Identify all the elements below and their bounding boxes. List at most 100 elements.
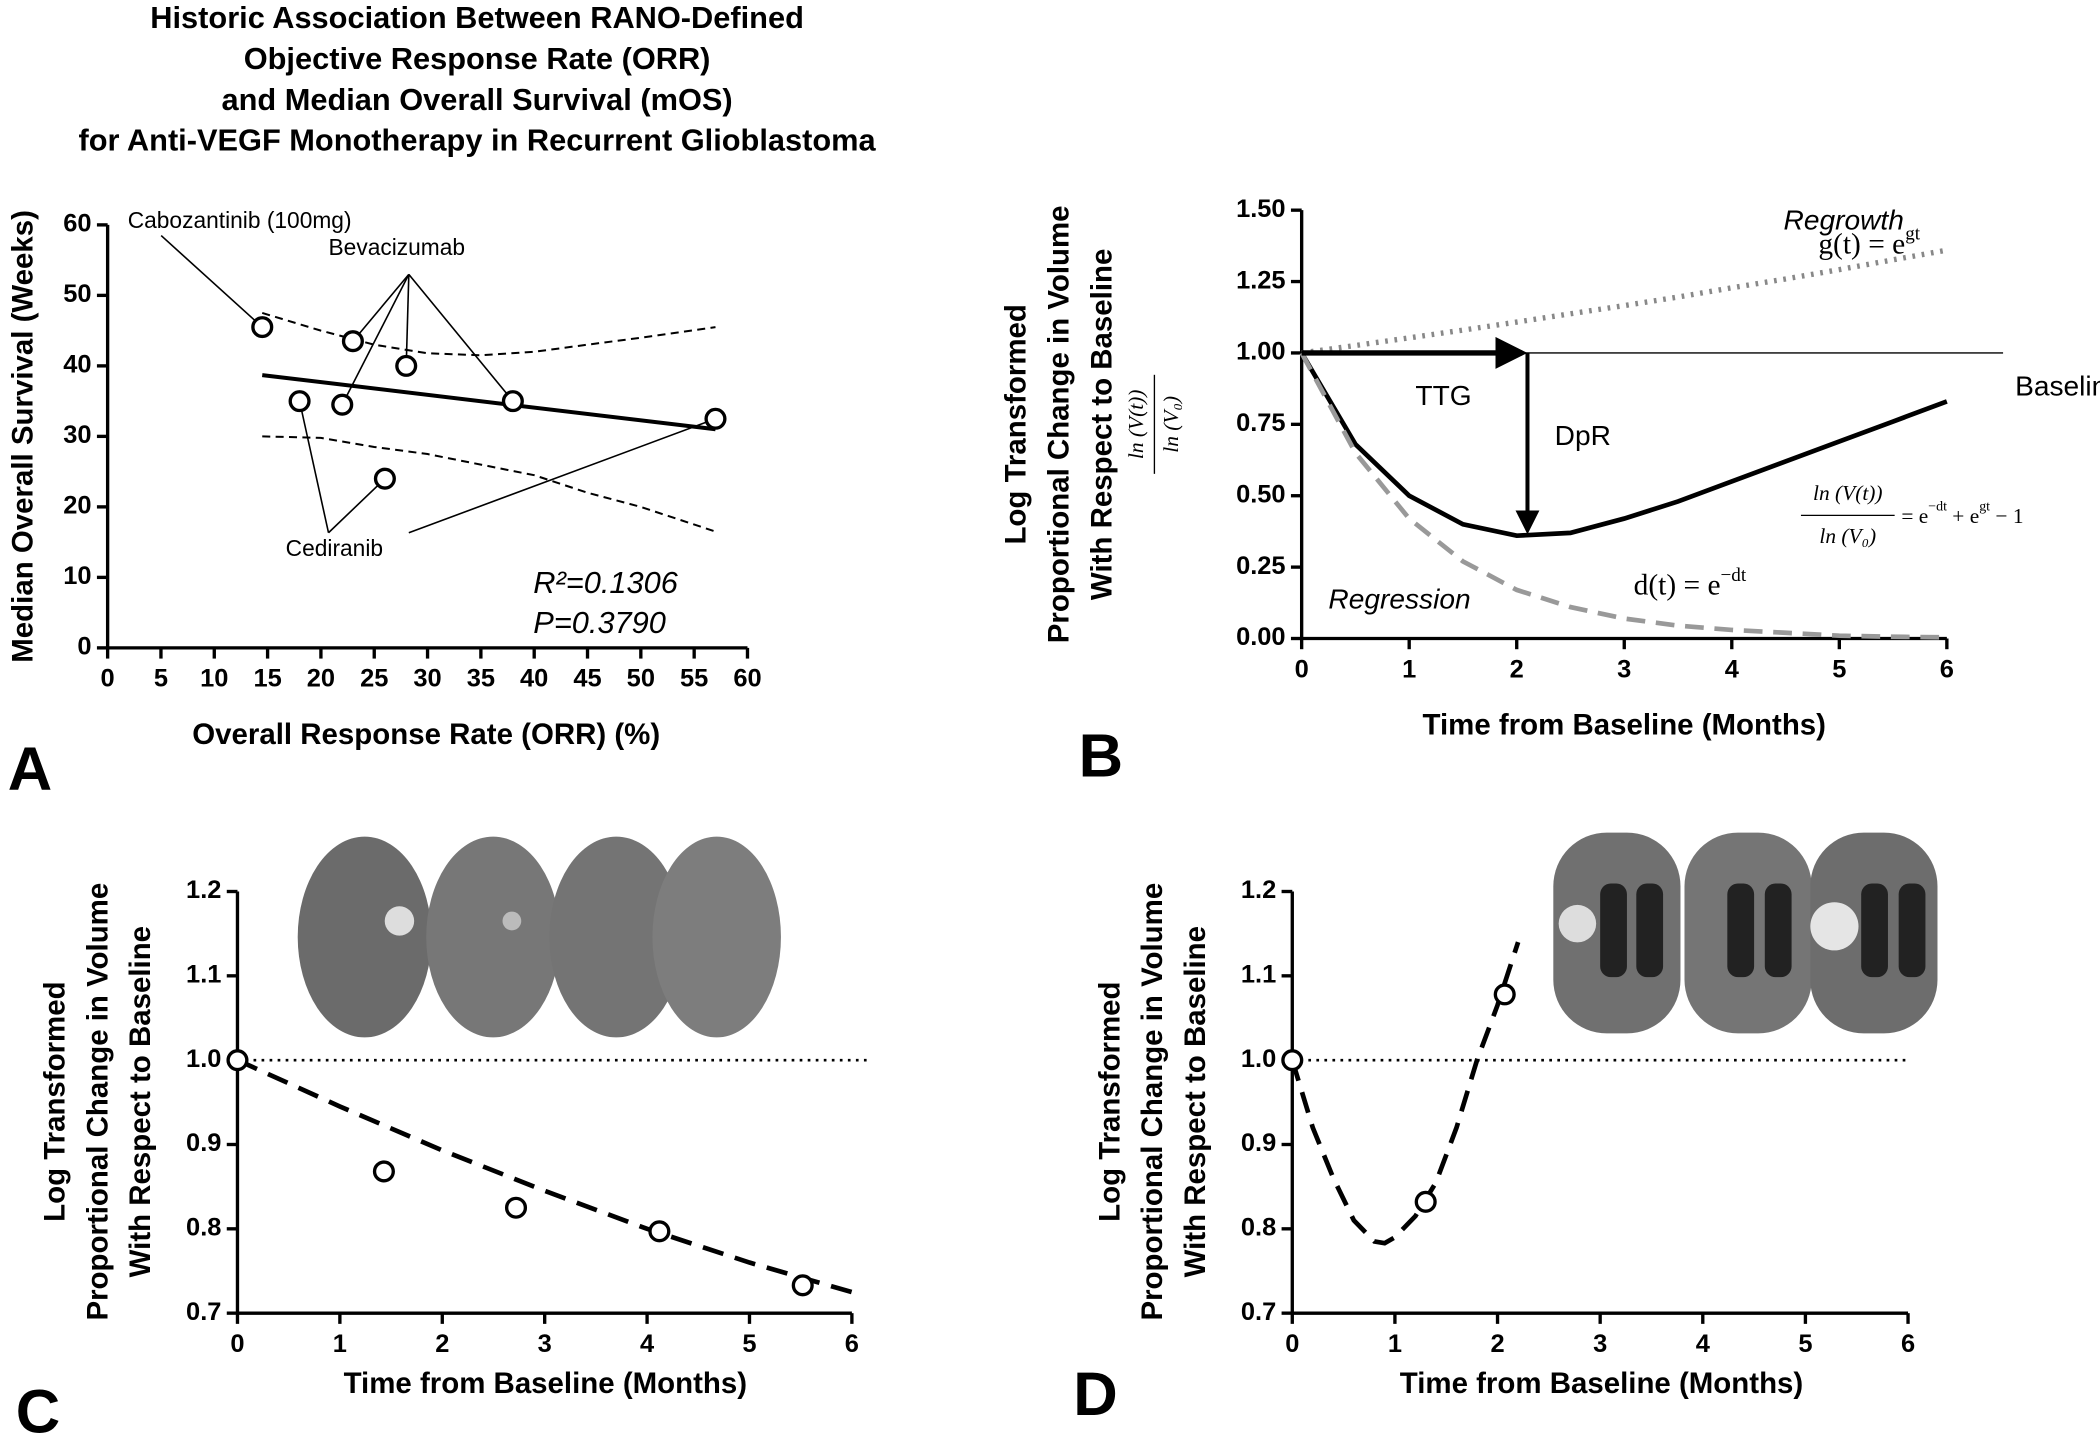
x-tick-label: 45 <box>573 665 601 693</box>
superscript: −dt <box>1721 565 1747 586</box>
model-formula-num: ln (V(t)) <box>1813 481 1883 505</box>
x-tick-label: 0 <box>1285 1330 1299 1358</box>
x-tick-label: 5 <box>1832 655 1846 683</box>
callout-line <box>408 273 514 402</box>
ventricle <box>1636 883 1664 978</box>
ttg-label: TTG <box>1415 380 1471 411</box>
model-formula: = e−dt + egt − 1 <box>1901 500 2023 528</box>
y-tick-label: 1.00 <box>1236 338 1285 366</box>
y-tick-label: 0.00 <box>1236 623 1285 651</box>
x-tick-label: 30 <box>413 665 441 693</box>
data-point <box>1414 1190 1437 1213</box>
lesion <box>1558 904 1597 943</box>
y-tick-label: 1.1 <box>186 961 221 989</box>
chart-title: and Median Overall Survival (mOS) <box>221 82 732 117</box>
x-axis-label: Time from Baseline (Months) <box>344 1367 747 1400</box>
y-tick-label: 10 <box>63 562 91 590</box>
annotation: Bevacizumab <box>329 234 466 260</box>
y-tick-label: 1.2 <box>186 876 221 904</box>
chart-title: for Anti-VEGF Monotherapy in Recurrent G… <box>79 123 877 158</box>
y-tick-label: 1.2 <box>1241 876 1276 904</box>
x-tick-label: 20 <box>307 665 335 693</box>
x-tick-label: 0 <box>101 665 115 693</box>
series-line <box>1299 351 1947 640</box>
x-tick-label: 60 <box>733 665 761 693</box>
x-axis-label: Overall Response Rate (ORR) (%) <box>192 718 660 751</box>
y-tick-label: 30 <box>63 421 91 449</box>
y-axis-label: Log Transformed <box>39 981 72 1221</box>
y-tick-label: 0.9 <box>1241 1129 1276 1157</box>
x-tick-label: 3 <box>538 1330 552 1358</box>
callout-line <box>160 234 263 328</box>
y-axis-label: Proportional Change in Volume <box>81 883 114 1321</box>
x-tick-label: 4 <box>640 1330 654 1358</box>
annotation: Cabozantinib (100mg) <box>128 207 352 233</box>
x-tick-label: 4 <box>1696 1330 1710 1358</box>
panel-label: D <box>1073 1360 1117 1429</box>
panel: 0 1 2 3 4 5 6 0.00 0.25 0.50 0.75 1.00 1.25 1.50 Time … <box>1000 195 2100 791</box>
formula-part: d(t) = e <box>1634 569 1721 601</box>
y-formula-den: ln (V₀) <box>1159 396 1183 453</box>
data-point <box>372 1160 395 1183</box>
x-tick-label: 2 <box>1510 655 1524 683</box>
ventricle <box>1764 883 1792 978</box>
formula-part: − 1 <box>1990 504 2023 528</box>
data-point <box>341 330 364 353</box>
x-tick-label: 3 <box>1617 655 1631 683</box>
stat-label: R²=0.1306 <box>533 565 678 600</box>
fit-line <box>262 373 716 432</box>
x-tick-label: 10 <box>200 665 228 693</box>
y-tick-label: 50 <box>63 280 91 308</box>
data-point <box>648 1220 671 1243</box>
x-tick-label: 4 <box>1725 655 1739 683</box>
fit-line <box>1290 941 1521 1246</box>
panel: 0 1 2 3 4 5 6 0.7 0.8 0.9 1.0 1.1 1.2 Time from Basel… <box>16 876 871 1443</box>
y-axis-label: Proportional Change in Volume <box>1136 883 1169 1321</box>
x-tick-label: 0 <box>230 1330 244 1358</box>
y-tick-label: 1.0 <box>1241 1045 1276 1073</box>
ventricle <box>1898 883 1926 978</box>
data-point <box>1281 1049 1304 1072</box>
series-line <box>1299 351 1948 539</box>
data-point <box>288 390 311 413</box>
superscript: gt <box>1905 224 1921 245</box>
chart-title: Historic Association Between RANO-Define… <box>150 0 804 35</box>
confidence-band <box>262 435 716 533</box>
y-formula-num: ln (V(t)) <box>1124 390 1148 460</box>
data-point <box>704 407 727 430</box>
x-axis-label: Time from Baseline (Months) <box>1400 1367 1803 1400</box>
callout-line <box>408 418 716 534</box>
mri-image <box>426 836 561 1038</box>
chart-title: Objective Response Rate (ORR) <box>244 41 711 76</box>
y-tick-label: 0.7 <box>186 1298 221 1326</box>
callout-line <box>405 274 410 366</box>
brain-images-c <box>297 836 781 1038</box>
x-tick-label: 0 <box>1295 655 1309 683</box>
y-axis-label: Log Transformed <box>1000 304 1033 544</box>
x-axis-label: Time from Baseline (Months) <box>1423 709 1826 742</box>
y-tick-label: 0.9 <box>186 1129 221 1157</box>
y-tick-label: 1.50 <box>1236 195 1285 223</box>
x-tick-label: 6 <box>1940 655 1954 683</box>
x-tick-label: 5 <box>1798 1330 1812 1358</box>
y-tick-label: 1.25 <box>1236 266 1285 294</box>
mri-image <box>652 836 781 1038</box>
y-tick-label: 20 <box>63 492 91 520</box>
x-tick-label: 15 <box>253 665 281 693</box>
d-formula: d(t) = e−dt <box>1634 565 1747 601</box>
x-tick-label: 3 <box>1593 1330 1607 1358</box>
y-tick-label: 0 <box>77 633 91 661</box>
y-axis-label: Proportional Change in Volume <box>1042 205 1075 643</box>
fit-line <box>236 1058 853 1295</box>
ventricle <box>1861 883 1888 978</box>
formula-part: = e <box>1901 504 1928 528</box>
x-tick-label: 6 <box>845 1330 859 1358</box>
panel: 0 1 2 3 4 5 6 0.7 0.8 0.9 1.0 1.1 1.2 Time from Basel… <box>1073 876 1915 1429</box>
data-point <box>251 316 274 339</box>
panel-label: C <box>16 1377 60 1443</box>
lesion <box>384 906 415 936</box>
data-point <box>373 467 396 490</box>
y-axis-label: Median Overall Survival (Weeks) <box>6 210 39 663</box>
data-point <box>504 1196 528 1219</box>
